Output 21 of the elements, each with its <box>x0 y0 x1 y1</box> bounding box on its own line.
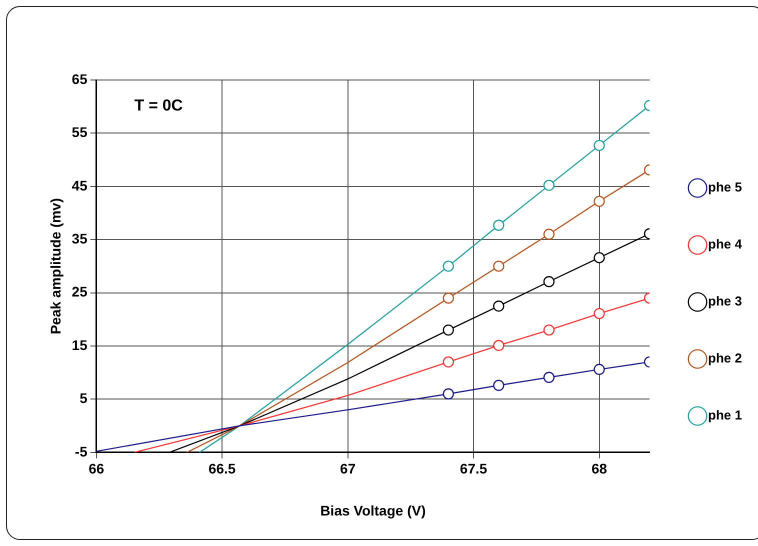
y-tick-label: -5 <box>74 443 88 460</box>
legend-label: phe 5 <box>708 180 742 195</box>
legend-label: phe 3 <box>708 294 742 309</box>
y-axis-title: Peak amplitude (mv) <box>47 198 64 334</box>
legend-label: phe 4 <box>708 236 743 252</box>
x-axis-title: Bias Voltage (V) <box>320 502 426 518</box>
x-tick-label: 66 <box>88 460 104 477</box>
legend-label: phe 2 <box>708 350 742 366</box>
y-tick-label: 55 <box>72 124 88 140</box>
y-tick-label: 15 <box>72 336 88 353</box>
x-tick-label: 68 <box>591 460 608 477</box>
annotation: T = 0C <box>134 97 184 114</box>
legend-label: phe 1 <box>708 408 742 423</box>
y-tick-label: 5 <box>80 390 88 406</box>
y-tick-label: 35 <box>72 230 88 246</box>
y-tick-label: 25 <box>72 284 88 300</box>
y-tick-label: 65 <box>72 70 88 87</box>
x-tick-label: 67.5 <box>460 460 488 477</box>
x-tick-label: 66.5 <box>208 460 236 477</box>
x-tick-label: 67 <box>340 460 356 477</box>
y-tick-label: 45 <box>72 177 88 194</box>
